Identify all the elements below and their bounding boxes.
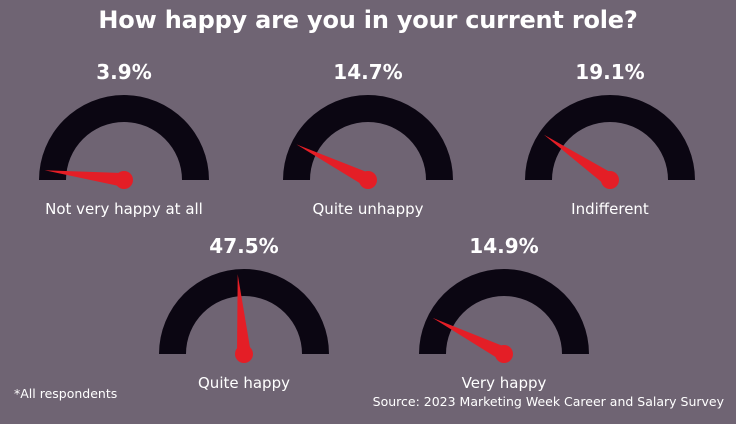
- gauge-dial: [283, 95, 453, 189]
- gauge-value-label: 47.5%: [209, 234, 279, 258]
- gauge-category-label: Quite unhappy: [312, 200, 424, 218]
- footnote: *All respondents: [14, 386, 118, 401]
- gauge-needle: [296, 144, 377, 189]
- gauge-needle: [432, 317, 513, 363]
- gauge-dial: [39, 95, 209, 189]
- gauge-arc: [283, 95, 453, 180]
- gauge-dial: [159, 269, 329, 363]
- gauge-arc: [419, 269, 589, 354]
- gauge-needle: [544, 134, 619, 189]
- gauge-category-label: Quite happy: [198, 374, 290, 392]
- gauge-value-label: 14.7%: [333, 60, 403, 84]
- gauge-value-label: 3.9%: [96, 60, 152, 84]
- chart-title: How happy are you in your current role?: [98, 6, 638, 34]
- gauge-not-very-happy: 3.9% Not very happy at all: [24, 60, 224, 250]
- gauge-quite-unhappy: 14.7% Quite unhappy: [268, 60, 468, 250]
- gauge-dial: [525, 95, 695, 189]
- gauge-very-happy: 14.9% Very happy: [404, 234, 604, 424]
- gauge-arc: [525, 95, 695, 180]
- gauge-category-label: Indifferent: [571, 200, 649, 218]
- gauge-arc: [39, 95, 209, 180]
- gauge-value-label: 19.1%: [575, 60, 645, 84]
- gauge-quite-happy: 47.5% Quite happy: [144, 234, 344, 424]
- gauge-dial: [419, 269, 589, 363]
- gauge-arc: [159, 269, 329, 354]
- gauge-category-label: Not very happy at all: [45, 200, 203, 218]
- gauge-category-label: Very happy: [461, 374, 547, 392]
- source-note: Source: 2023 Marketing Week Career and S…: [372, 394, 724, 409]
- gauge-needle: [235, 274, 253, 363]
- gauge-needle: [44, 170, 133, 189]
- gauge-indifferent: 19.1% Indifferent: [510, 60, 710, 250]
- gauge-value-label: 14.9%: [469, 234, 539, 258]
